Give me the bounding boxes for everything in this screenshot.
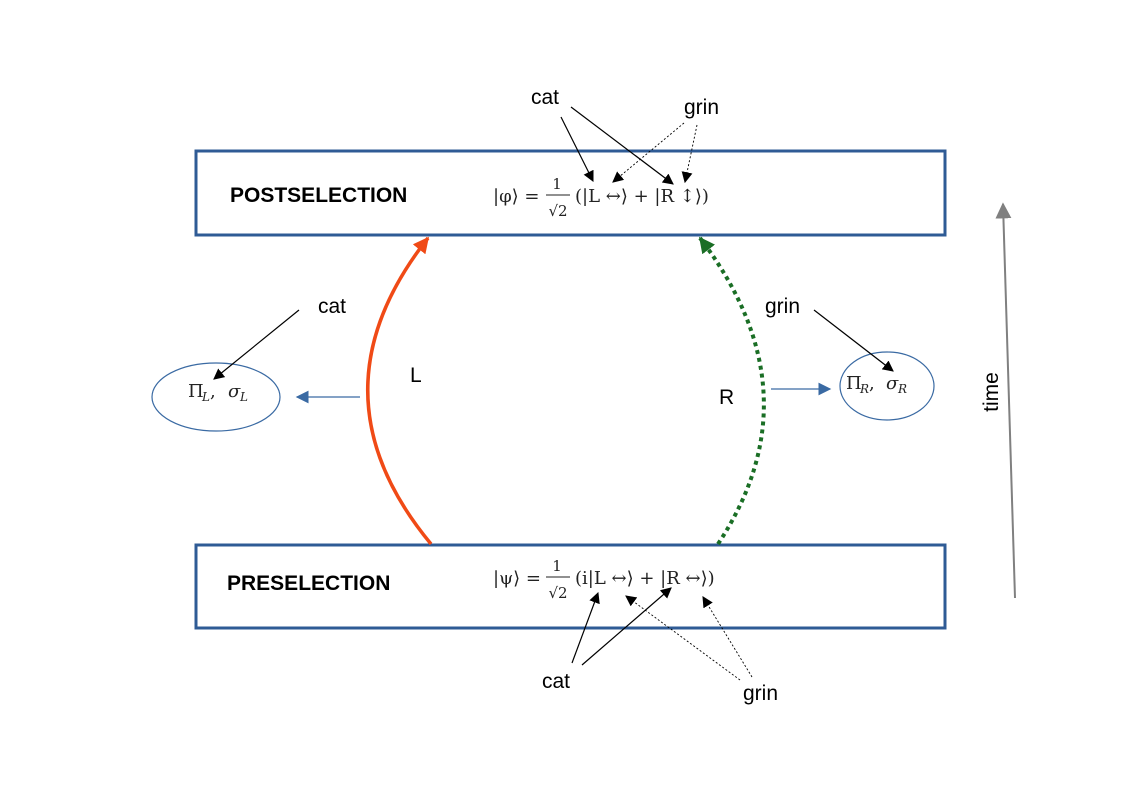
- pre-state-rhs: (i|L ↔⟩ + |R ↔⟩): [575, 568, 715, 589]
- left-measurement-ellipse: [151, 362, 281, 432]
- pre-frac-den: √2: [548, 584, 567, 602]
- right-path-curve: [698, 236, 766, 546]
- postselection-border: [194, 149, 947, 237]
- pre-grin-label: grin: [743, 682, 778, 705]
- right-pi: Π: [846, 373, 862, 394]
- post-cat-arrow-2: [570, 106, 674, 185]
- left-path-label: L: [410, 364, 422, 387]
- preselection-box: PRESELECTION |ψ⟩ = 1 √2 (i|L ↔⟩ + |R ↔⟩): [194, 543, 947, 630]
- pre-cat-label: cat: [542, 670, 570, 693]
- left-path-curve: [366, 236, 433, 546]
- left-pi-sub: L: [201, 390, 210, 404]
- left-cat-arrow: [213, 309, 300, 380]
- preselection-state-equation: |ψ⟩ = 1 √2 (i|L ↔⟩ + |R ↔⟩): [493, 557, 715, 602]
- right-path-label: R: [719, 386, 734, 409]
- post-grin-arrow-1: [612, 122, 685, 183]
- left-measurement-symbols: Π L , σ L: [188, 381, 248, 404]
- postselection-state-equation: |φ⟩ = 1 √2 (|L ↔⟩ + |R ↕⟩): [493, 175, 709, 220]
- pre-state-lhs: |ψ⟩ =: [493, 568, 541, 589]
- time-axis-arrow: [995, 202, 1016, 599]
- pre-frac-num: 1: [552, 557, 562, 575]
- post-cat-label: cat: [531, 86, 559, 109]
- left-sigma-sub: L: [239, 390, 248, 404]
- right-grin-label: grin: [765, 295, 800, 318]
- postselection-box: POSTSELECTION |φ⟩ = 1 √2 (|L ↔⟩ + |R ↕⟩): [194, 149, 947, 237]
- post-frac-num: 1: [552, 175, 562, 193]
- post-cat-arrow-1: [560, 116, 594, 182]
- left-cat-label: cat: [318, 295, 346, 318]
- right-grin-arrow: [813, 309, 894, 372]
- post-state-rhs: (|L ↔⟩ + |R ↕⟩): [575, 186, 709, 207]
- preselection-border: [194, 543, 947, 630]
- right-sigma-sub: R: [897, 382, 907, 396]
- right-measurement-symbols: Π R , σ R: [846, 373, 907, 396]
- right-sigma: σ: [886, 373, 899, 394]
- post-grin-label: grin: [684, 96, 719, 119]
- postselection-title: POSTSELECTION: [230, 184, 407, 207]
- left-sigma: σ: [228, 381, 241, 402]
- post-state-lhs: |φ⟩ =: [493, 186, 540, 207]
- left-pi: Π: [188, 381, 204, 402]
- post-grin-arrow-2: [681, 124, 698, 184]
- right-comma: ,: [869, 373, 875, 394]
- time-axis-label: time: [980, 372, 1003, 412]
- right-pi-sub: R: [859, 382, 869, 396]
- right-measurement-ellipse: [839, 351, 935, 421]
- preselection-title: PRESELECTION: [227, 572, 390, 595]
- left-comma: ,: [210, 381, 216, 402]
- pre-cat-arrow-2: [581, 587, 672, 666]
- post-frac-den: √2: [548, 202, 567, 220]
- pre-cat-arrow-1: [571, 591, 600, 664]
